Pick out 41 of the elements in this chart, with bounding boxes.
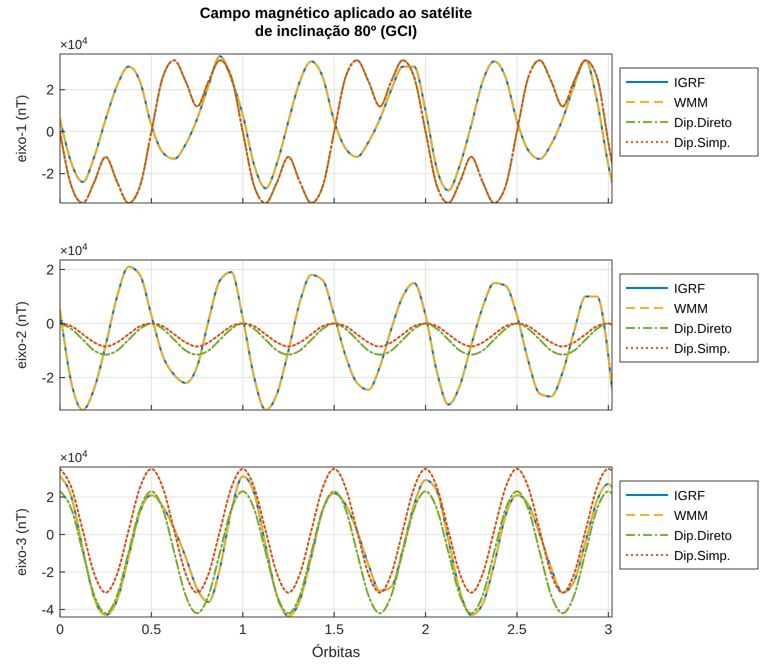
legend-label: Dip.Direto <box>674 321 732 336</box>
y-tick-label: 2 <box>46 489 54 505</box>
legend-label: Dip.Direto <box>674 115 732 130</box>
legend-label: Dip.Simp. <box>674 341 730 356</box>
y-axis-title: eixo-2 (nT) <box>13 301 29 369</box>
legend-label: Dip.Simp. <box>674 135 730 150</box>
x-axis-title: Órbitas <box>312 643 360 661</box>
y-tick-label: -2 <box>42 370 54 386</box>
x-tick-label: 2.5 <box>507 621 527 637</box>
legend-label: IGRF <box>674 488 706 503</box>
x-tick-label: 2 <box>422 621 430 637</box>
legend-label: IGRF <box>674 281 706 296</box>
chart-title: Campo magnético aplicado ao satélite de inclinação 80º (GCI) <box>200 5 472 40</box>
legend-label: WMM <box>674 508 708 523</box>
text: ×10$^{4}$ <box>60 242 88 258</box>
y-tick-label: -2 <box>42 564 54 580</box>
x-tick-label: 1.5 <box>324 621 344 637</box>
legend-label: Dip.Direto <box>674 528 732 543</box>
x-tick-label: 0.5 <box>142 621 162 637</box>
y-tick-label: -2 <box>42 166 54 182</box>
x-tick-label: 1 <box>238 621 247 637</box>
y-tick-label: -4 <box>42 602 54 618</box>
x-tick-label: 0 <box>56 621 64 637</box>
y-axis-title: eixo-1 (nT) <box>13 94 29 162</box>
x-tick-label: 3 <box>604 621 612 637</box>
y-tick-label: 0 <box>46 526 54 542</box>
legend-label: IGRF <box>674 75 706 90</box>
legend-label: WMM <box>674 95 708 110</box>
text: ×10$^{4}$ <box>60 36 88 52</box>
y-axis-title: eixo-3 (nT) <box>13 508 29 576</box>
y-tick-label: 0 <box>46 124 54 140</box>
legend-label: WMM <box>674 301 708 316</box>
text: ×10$^{4}$ <box>60 448 88 465</box>
y-tick-label: 0 <box>46 316 54 332</box>
y-tick-label: 2 <box>46 261 54 278</box>
line-series <box>60 266 612 410</box>
line-series <box>60 468 612 594</box>
line-series <box>60 322 612 348</box>
line-series <box>60 322 612 356</box>
y-tick-label: 2 <box>46 82 54 98</box>
legend-label: Dip.Simp. <box>674 548 730 563</box>
